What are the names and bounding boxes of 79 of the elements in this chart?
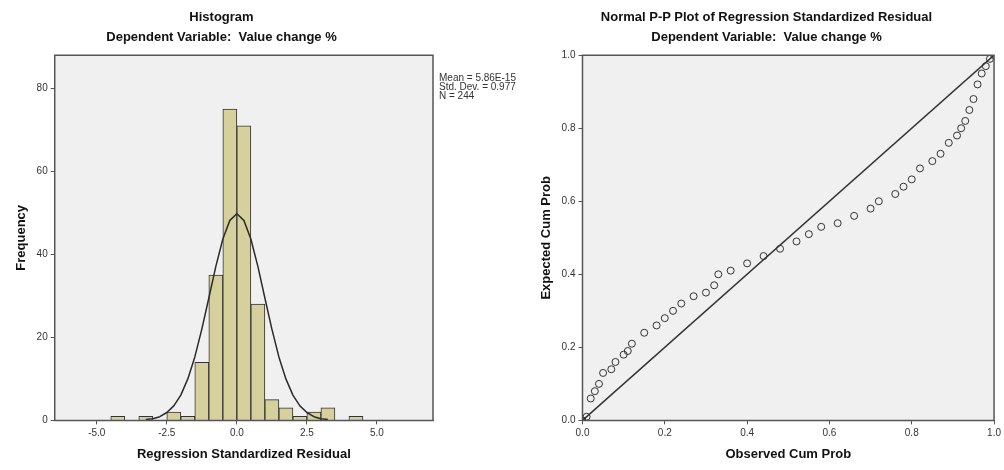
point [928,157,937,166]
y-tick-label: 40 [36,248,49,260]
text: Std. Dev. = 0.977 [439,80,517,92]
y-tick-label: 80 [36,82,49,94]
point [891,189,900,198]
y-tick-label: 1.0 [561,48,576,60]
point [969,95,978,104]
point [973,80,982,89]
point [726,266,735,275]
chart-subtitle: Dependent Variable: Value change % [651,28,883,44]
point [915,164,924,173]
y-tick-label: 0.8 [561,121,576,133]
point [640,328,649,337]
point [599,368,608,377]
point [590,387,599,396]
x-tick-label: 0.0 [575,427,590,439]
point [866,204,875,213]
point [611,357,620,366]
point [623,347,632,356]
point [677,299,686,308]
x-tick-label: -2.5 [158,427,176,439]
y-tick-label: 0.2 [561,341,576,353]
point [619,350,628,359]
point [985,55,994,63]
x-tick-label: 2.5 [299,427,315,439]
x-axis-title: Regression Standardized Residual [136,445,351,461]
point [833,219,842,228]
point [977,69,986,78]
y-tick-label: 0.0 [561,414,576,426]
point [582,412,591,421]
point [701,288,710,297]
x-tick-label: 0.2 [657,427,673,439]
point [714,270,723,279]
text: N = 244 [439,89,475,101]
point [652,321,661,330]
point [953,131,962,140]
point [759,252,768,261]
point [792,237,801,246]
point [961,116,970,125]
point [743,259,752,268]
x-axis-title: Observed Cum Prob [725,445,852,461]
point [669,306,678,315]
point [936,149,945,158]
point [586,394,595,403]
y-tick-label: 60 [36,165,49,177]
x-tick-label: 0.0 [229,427,245,439]
chart-subtitle: Dependent Variable: Value change % [106,28,338,44]
chart-title: Normal P-P Plot of Regression Standardized Residual [600,9,933,25]
point [660,314,669,323]
x-tick-label: 0.8 [904,427,920,439]
text: Mean = 5.86E-15 [439,71,517,83]
point [607,365,616,374]
point [899,182,908,191]
y-axis-title: Expected Cum Prob [538,175,554,300]
point [689,292,698,301]
point [874,197,883,206]
point [907,175,916,184]
x-tick-label: 5.0 [370,427,385,439]
point [965,105,974,114]
y-tick-label: 0 [42,414,49,426]
x-tick-label: 1.0 [987,427,1002,439]
x-tick-label: 0.4 [740,427,755,439]
point [627,339,636,348]
y-tick-label: 0.4 [561,268,576,280]
y-axis-title: Frequency [13,204,29,271]
x-tick-label: -5.0 [88,427,106,439]
y-tick-label: 20 [36,331,49,343]
point [957,124,966,133]
x-tick-label: 0.6 [822,427,837,439]
point [981,62,990,71]
point [594,379,603,388]
point [776,244,785,253]
point [710,281,719,290]
point [817,222,826,231]
point [944,138,953,147]
point [850,211,859,220]
point [804,230,813,239]
y-tick-label: 0.6 [561,195,576,207]
chart-title: Histogram [189,9,254,25]
